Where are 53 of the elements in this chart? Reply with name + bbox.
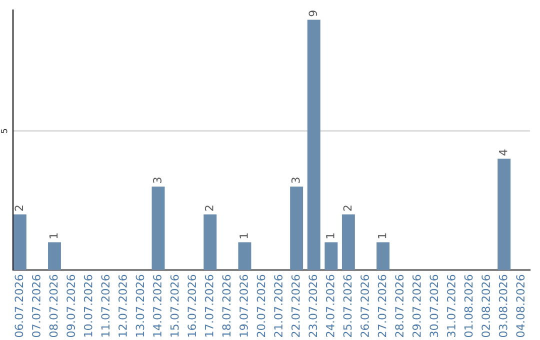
x-tick-label: 24.07.2026 (326, 274, 334, 337)
data-label: 1 (378, 233, 386, 238)
x-tick-label: 15.07.2026 (170, 274, 179, 337)
x-tick-label: 18.07.2026 (222, 274, 231, 337)
data-label: 2 (343, 206, 352, 211)
bar (204, 214, 217, 270)
data-label: 2 (204, 206, 214, 211)
x-tick-label: 26.07.2026 (360, 274, 369, 337)
x-tick-label: 07.07.2026 (32, 274, 40, 338)
data-label: 1 (326, 233, 334, 238)
data-label: 3 (153, 178, 162, 183)
data-label: 4 (499, 150, 508, 156)
x-tick-label: 01.08.2026 (464, 274, 473, 338)
x-tick-label: 23.07.2026 (308, 274, 318, 337)
bar (342, 214, 355, 270)
x-tick-label: 02.08.2026 (482, 274, 490, 338)
x-tick-label: 13.07.2026 (136, 274, 144, 337)
x-tick-label: 11.07.2026 (101, 274, 110, 337)
x-tick-label: 25.07.2026 (343, 274, 352, 337)
data-label: 3 (291, 178, 300, 183)
x-tick-label: 17.07.2026 (204, 274, 214, 337)
bar (48, 242, 61, 270)
x-tick-label: 19.07.2026 (240, 274, 248, 337)
bar (498, 158, 511, 270)
data-label: 2 (14, 206, 23, 211)
bar (376, 242, 390, 270)
x-tick-label: 16.07.2026 (188, 274, 196, 337)
x-tick-label: 21.07.2026 (274, 274, 283, 337)
x-tick-label: 22.07.2026 (291, 274, 300, 337)
x-tick-label: 08.07.2026 (49, 274, 58, 338)
x-tick-label: 27.07.2026 (378, 274, 386, 337)
bar (152, 186, 165, 270)
x-tick-label: 10.07.2026 (84, 274, 92, 337)
x-tick-label: 30.07.2026 (430, 274, 438, 337)
x-tick-label: 28.07.2026 (395, 274, 404, 337)
x-tick-label: 31.07.2026 (447, 274, 456, 337)
x-tick-label: 20.07.2026 (256, 274, 266, 337)
x-tick-label: 29.07.2026 (412, 274, 421, 337)
x-tick-label: 09.07.2026 (66, 274, 76, 338)
x-tick-label: 03.08.2026 (498, 274, 508, 338)
bar (324, 242, 338, 270)
data-label: 9 (308, 10, 318, 16)
bar (307, 20, 320, 270)
bar (290, 186, 304, 270)
data-label: 1 (240, 233, 248, 238)
x-tick-label: 14.07.2026 (153, 274, 162, 337)
x-tick-label: 12.07.2026 (118, 274, 127, 337)
x-tick-label: 04.08.2026 (516, 274, 525, 338)
bar (13, 214, 26, 270)
bar (238, 242, 252, 270)
x-tick-label: 06.07.2026 (14, 274, 24, 338)
data-label: 1 (49, 233, 58, 238)
y-tick-label: 5 (1, 129, 8, 133)
